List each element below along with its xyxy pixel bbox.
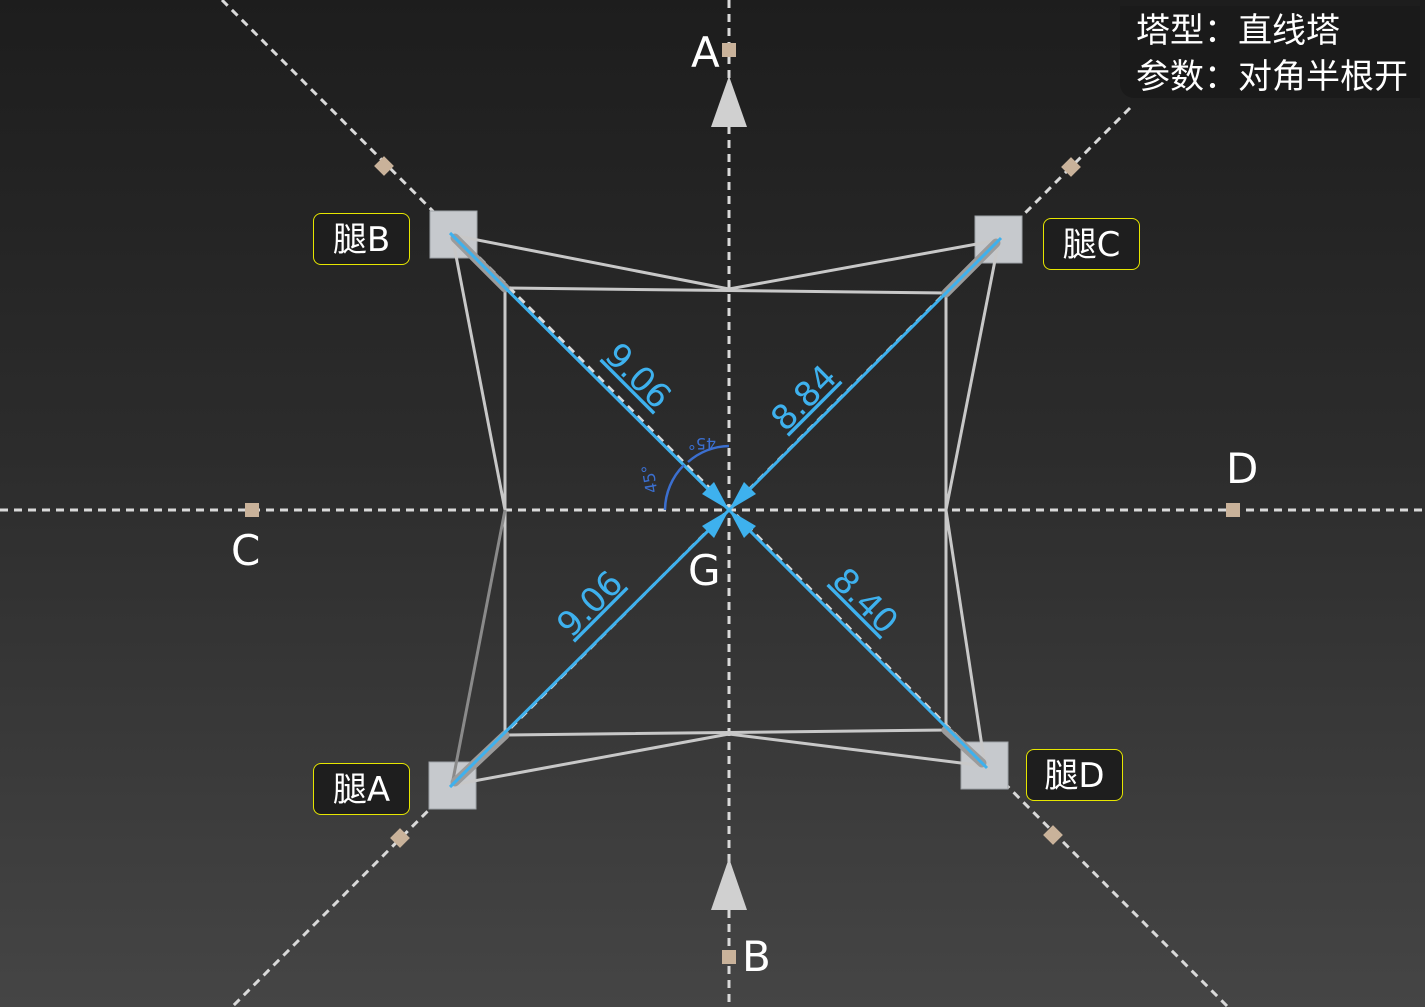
angle-arc-left xyxy=(663,464,685,511)
leg-b-label[interactable]: 腿B xyxy=(313,213,410,265)
arrowhead-b xyxy=(702,482,729,510)
angle-arcs xyxy=(663,444,730,511)
tower-type-text: 塔型：直线塔 xyxy=(1136,11,1340,51)
angle-label-left: 45° xyxy=(638,463,662,494)
axis-markers xyxy=(245,43,1240,964)
marker-d xyxy=(1226,503,1240,517)
frame-line xyxy=(944,509,987,767)
frame-line xyxy=(450,509,507,786)
axis-label-b: B xyxy=(742,932,771,981)
dimension-label-d: 8.40 xyxy=(824,560,906,642)
angle-label-top: 45° xyxy=(688,434,716,453)
arrow-up-icon-bottom xyxy=(711,858,747,910)
dimension-line-d xyxy=(727,508,989,770)
marker-c xyxy=(245,503,259,517)
dimension-line-b xyxy=(448,231,731,512)
dimension-label-b: 9.06 xyxy=(597,335,679,417)
marker-c-diag xyxy=(1061,157,1081,177)
angle-arc-top xyxy=(687,444,730,463)
arrowhead-d xyxy=(729,510,756,538)
arrowhead-a xyxy=(702,510,729,538)
parameter-text: 参数：对角半根开 xyxy=(1136,57,1408,97)
marker-a-diag xyxy=(390,828,410,848)
dimension-label-c: 8.84 xyxy=(763,357,845,439)
marker-b-diag xyxy=(374,156,394,176)
marker-a xyxy=(722,43,736,57)
marker-d-diag xyxy=(1043,825,1063,845)
frame-line xyxy=(728,238,1000,291)
frame-line xyxy=(451,233,730,291)
frame-line xyxy=(451,732,730,787)
arrow-up-icon xyxy=(711,76,747,127)
info-panel: 塔型：直线塔 参数：对角半根开 xyxy=(1120,6,1420,98)
dimension-lines xyxy=(448,231,1003,789)
frame-line xyxy=(450,234,507,511)
dimension-line-a xyxy=(448,508,731,789)
dimension-line-c xyxy=(727,236,1003,512)
axis-label-d: D xyxy=(1226,444,1259,493)
arrowhead-c xyxy=(729,482,756,510)
dimension-arrowheads xyxy=(702,482,756,538)
axis-label-a: A xyxy=(691,28,720,77)
angle-labels: 45° 45° xyxy=(638,434,716,495)
center-label-g: G xyxy=(688,546,721,595)
marker-b xyxy=(722,950,736,964)
frame-line xyxy=(728,732,986,768)
leg-c-label[interactable]: 腿C xyxy=(1043,218,1140,270)
dimension-label-a: 9.06 xyxy=(549,563,631,645)
axis-label-c: C xyxy=(231,526,261,575)
leg-a-label[interactable]: 腿A xyxy=(313,763,410,815)
frame-line xyxy=(944,239,1001,511)
leg-d-label[interactable]: 腿D xyxy=(1026,749,1123,801)
